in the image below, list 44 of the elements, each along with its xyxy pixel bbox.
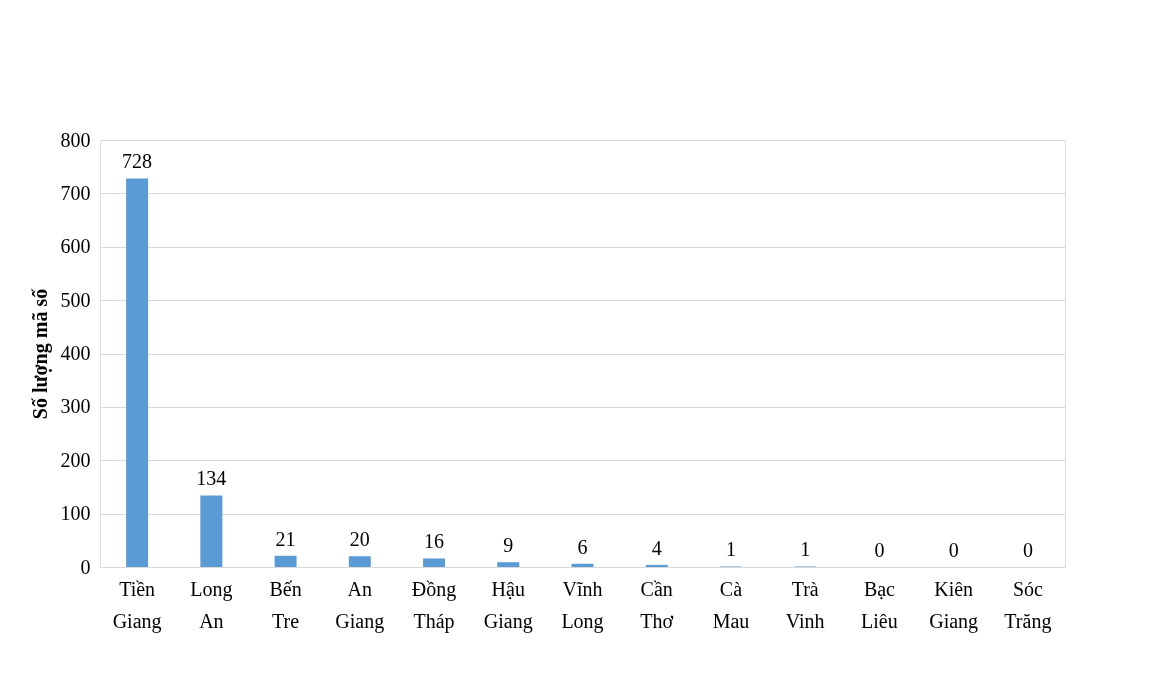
bar — [348, 556, 371, 567]
bar — [423, 558, 446, 567]
x-tick-label: Kiên Giang — [929, 577, 979, 633]
x-tick-label: Bến Tre — [269, 577, 302, 632]
data-label: 16 — [424, 530, 445, 553]
bar — [274, 555, 297, 567]
data-label: 4 — [651, 536, 662, 559]
data-label: 6 — [577, 535, 588, 558]
x-tick-label: Cần Thơ — [640, 577, 674, 632]
bar — [497, 562, 520, 567]
x-tick-label: Trà Vinh — [785, 577, 825, 632]
y-tick-label: 400 — [60, 342, 91, 364]
data-label: 0 — [874, 539, 885, 561]
x-tick-label: Cà Mau — [712, 577, 750, 632]
bar — [126, 178, 149, 567]
bar — [645, 564, 668, 567]
data-label: 21 — [275, 527, 296, 550]
y-axis-title: Số lượng mã số — [28, 287, 52, 420]
x-tick-label: Đồng Tháp — [411, 577, 457, 633]
data-label: 1 — [725, 538, 736, 561]
data-label: 9 — [503, 534, 514, 557]
y-tick-label: 200 — [60, 448, 91, 471]
y-tick-label: 600 — [60, 235, 91, 258]
x-tick-label: Long An — [190, 577, 233, 632]
data-label: 1 — [800, 538, 811, 561]
y-tick-label: 700 — [60, 181, 91, 204]
y-tick-label: 100 — [60, 502, 91, 525]
x-tick-label: Bạc Liêu — [861, 577, 898, 632]
x-tick-label: Tiền Giang — [112, 577, 162, 633]
bar — [571, 563, 594, 567]
x-tick-label: Hậu Giang — [483, 577, 533, 633]
x-tick-label: Sóc Trăng — [1004, 577, 1052, 633]
data-label: 20 — [349, 528, 370, 551]
x-tick-label: An Giang — [335, 577, 385, 633]
y-tick-label: 0 — [80, 555, 91, 578]
y-tick-label: 800 — [60, 128, 91, 151]
y-tick-label: 500 — [60, 288, 91, 311]
bar — [200, 495, 223, 567]
y-tick-label: 300 — [60, 395, 91, 418]
data-label: 728 — [122, 150, 153, 173]
data-label: 0 — [1022, 539, 1033, 561]
data-label: 0 — [948, 539, 959, 561]
x-tick-label: Vĩnh Long — [561, 577, 604, 633]
data-label: 134 — [196, 467, 227, 490]
